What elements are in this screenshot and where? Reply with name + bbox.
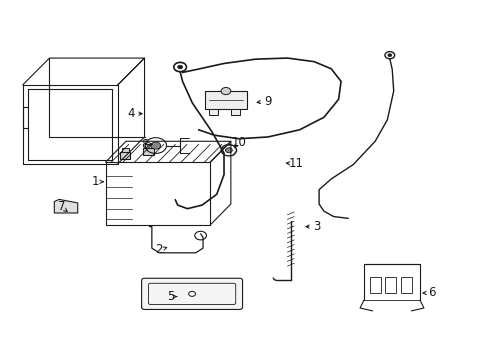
- FancyBboxPatch shape: [148, 283, 235, 305]
- Bar: [122, 148, 128, 153]
- Polygon shape: [54, 199, 78, 213]
- Bar: [400, 277, 411, 293]
- Bar: [143, 148, 154, 155]
- FancyBboxPatch shape: [142, 278, 242, 310]
- Bar: [145, 144, 152, 148]
- Text: 4: 4: [127, 107, 135, 120]
- Text: 2: 2: [155, 243, 163, 256]
- Bar: [209, 109, 218, 115]
- Text: 6: 6: [427, 287, 435, 300]
- Text: 7: 7: [58, 201, 65, 213]
- Text: 9: 9: [264, 95, 271, 108]
- Bar: [385, 277, 395, 293]
- Circle shape: [225, 148, 232, 153]
- Circle shape: [221, 87, 230, 95]
- FancyBboxPatch shape: [204, 91, 247, 109]
- Text: 11: 11: [287, 157, 303, 170]
- Circle shape: [177, 65, 182, 69]
- Text: 5: 5: [166, 290, 174, 303]
- Bar: [231, 109, 240, 115]
- Text: 1: 1: [92, 175, 100, 188]
- Bar: [369, 277, 380, 293]
- Bar: [120, 153, 130, 159]
- Circle shape: [151, 142, 160, 149]
- Text: 3: 3: [312, 220, 320, 233]
- Circle shape: [387, 54, 391, 57]
- Text: 8: 8: [141, 138, 148, 150]
- Text: 10: 10: [231, 136, 245, 149]
